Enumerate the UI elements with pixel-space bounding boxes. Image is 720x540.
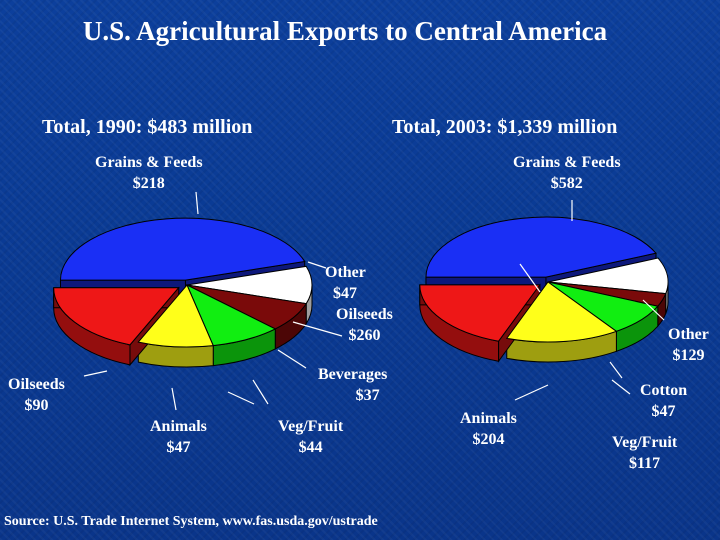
slice-value: $260 xyxy=(348,327,381,344)
pie-chart-1990 xyxy=(53,217,313,368)
chart-title-2003: Total, 2003: $1,339 million xyxy=(392,116,618,138)
pie-slice-other xyxy=(186,265,313,305)
leader-line xyxy=(611,379,631,395)
leader-line xyxy=(307,261,327,269)
leader-line xyxy=(609,361,623,379)
pie-slice-oilseeds xyxy=(419,284,541,342)
pie-slice-grains-feeds xyxy=(425,216,657,278)
slice-name: Other xyxy=(325,264,366,281)
pie-slice-animals xyxy=(505,281,618,343)
pie-slice-oilseeds xyxy=(53,287,180,346)
slice-value: $218 xyxy=(132,175,165,192)
slice-label-oilseeds-1990: Oilseeds $90 xyxy=(8,374,65,416)
slice-value: $44 xyxy=(298,439,323,456)
pie-tops xyxy=(53,217,313,348)
slice-label-animals-1990: Animals $47 xyxy=(150,416,207,458)
slice-label-veg-fruit-1990: Veg/Fruit $44 xyxy=(278,416,343,458)
leader-line xyxy=(195,191,199,215)
leader-line xyxy=(227,391,255,405)
chart-title-1990: Total, 1990: $483 million xyxy=(42,116,253,138)
slice-name: Grains & Feeds xyxy=(95,154,203,171)
pie-chart-2003 xyxy=(419,216,669,363)
slice-label-beverages-1990: Beverages $37 xyxy=(318,364,387,406)
slice-name: Other xyxy=(668,326,709,343)
leader-line xyxy=(642,299,665,321)
slice-name: Animals xyxy=(150,418,207,435)
slice-value: $90 xyxy=(24,397,49,414)
slice-label-grains-feeds-2003: Grains & Feeds $582 xyxy=(513,152,621,194)
slice-name: Cotton xyxy=(640,382,688,399)
leader-line xyxy=(83,370,108,377)
slice-label-oilseeds-2003: Oilseeds $260 xyxy=(336,304,393,346)
leader-line xyxy=(252,379,269,405)
leader-line xyxy=(277,349,307,369)
leader-line xyxy=(292,321,343,337)
pie-slice-animals xyxy=(137,284,214,348)
slice-name: Oilseeds xyxy=(8,376,65,393)
source-note: Source: U.S. Trade Internet System, www.… xyxy=(4,514,378,529)
slice-value: $117 xyxy=(629,455,661,472)
leader-line xyxy=(519,263,541,293)
slice-name: Oilseeds xyxy=(336,306,393,323)
slice-name: Veg/Fruit xyxy=(278,418,344,435)
slice-label-veg-fruit-2003: Veg/Fruit $117 xyxy=(612,432,677,474)
slice-label-cotton-2003: Cotton $47 xyxy=(640,380,687,422)
slice-label-animals-2003: Animals $204 xyxy=(460,408,517,450)
pie-tops xyxy=(419,216,669,343)
slice-value: $582 xyxy=(550,175,583,192)
leader-line xyxy=(514,384,549,401)
slice-value: $47 xyxy=(166,439,191,456)
slice-value: $37 xyxy=(355,387,380,404)
slice-label-other-2003: Other $129 xyxy=(668,324,709,366)
leader-line xyxy=(171,387,177,411)
slice-value: $47 xyxy=(651,403,676,420)
pie-slice-grains-feeds xyxy=(59,217,306,281)
slide-title: U.S. Agricultural Exports to Central Ame… xyxy=(82,16,608,46)
slice-name: Animals xyxy=(460,410,517,427)
slice-value: $204 xyxy=(472,431,505,448)
slice-name: Veg/Fruit xyxy=(612,434,678,451)
slice-label-grains-feeds-1990: Grains & Feeds $218 xyxy=(95,152,203,194)
slice-name: Beverages xyxy=(318,366,388,383)
slice-value: $47 xyxy=(333,285,357,302)
slice-name: Grains & Feeds xyxy=(513,154,621,171)
slice-value: $129 xyxy=(672,347,705,364)
slice-label-other-1990: Other $47 xyxy=(325,262,366,304)
